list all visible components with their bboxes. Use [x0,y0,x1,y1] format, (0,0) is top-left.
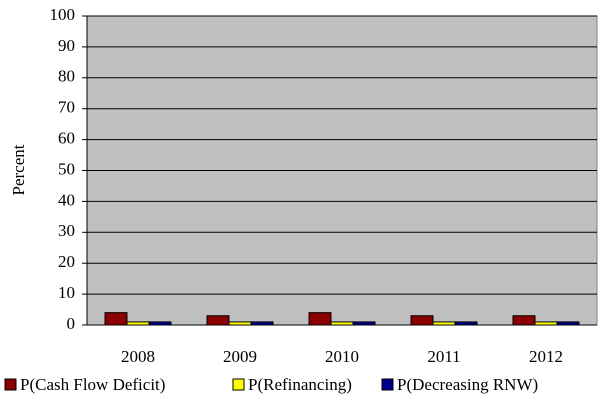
bar [432,321,456,326]
x-tick-label: 2010 [325,347,359,366]
bar [148,321,172,326]
y-tick-label: 50 [58,159,75,178]
bar [250,321,274,326]
bar [308,312,332,326]
y-tick-label: 60 [58,129,75,148]
legend-swatch [4,378,17,391]
y-tick-label: 100 [50,5,76,24]
y-tick-label: 40 [58,190,75,209]
bar [512,315,536,326]
legend-swatch [381,378,394,391]
y-tick-label: 80 [58,67,75,86]
bar [104,312,128,326]
legend-swatch [232,378,245,391]
y-tick-label: 30 [58,221,75,240]
y-tick-label: 10 [58,283,75,302]
y-tick-label: 90 [58,36,75,55]
legend-label: P(Refinancing) [248,375,352,394]
x-tick-label: 2012 [529,347,563,366]
bar [534,321,558,326]
bar [206,315,230,326]
bar [330,321,354,326]
legend-label: P(Decreasing RNW) [397,375,538,394]
bar [126,321,150,326]
bar [352,321,376,326]
y-tick-label: 0 [67,314,76,333]
x-tick-label: 2009 [223,347,257,366]
x-tick-label: 2008 [121,347,155,366]
y-tick-label: 70 [58,98,75,117]
legend-label: P(Cash Flow Deficit) [20,375,165,394]
bar [228,321,252,326]
y-axis-label: Percent [9,144,28,195]
bar [556,321,580,326]
y-tick-label: 20 [58,252,75,271]
x-tick-label: 2011 [427,347,460,366]
bar [410,315,434,326]
bar [454,321,478,326]
